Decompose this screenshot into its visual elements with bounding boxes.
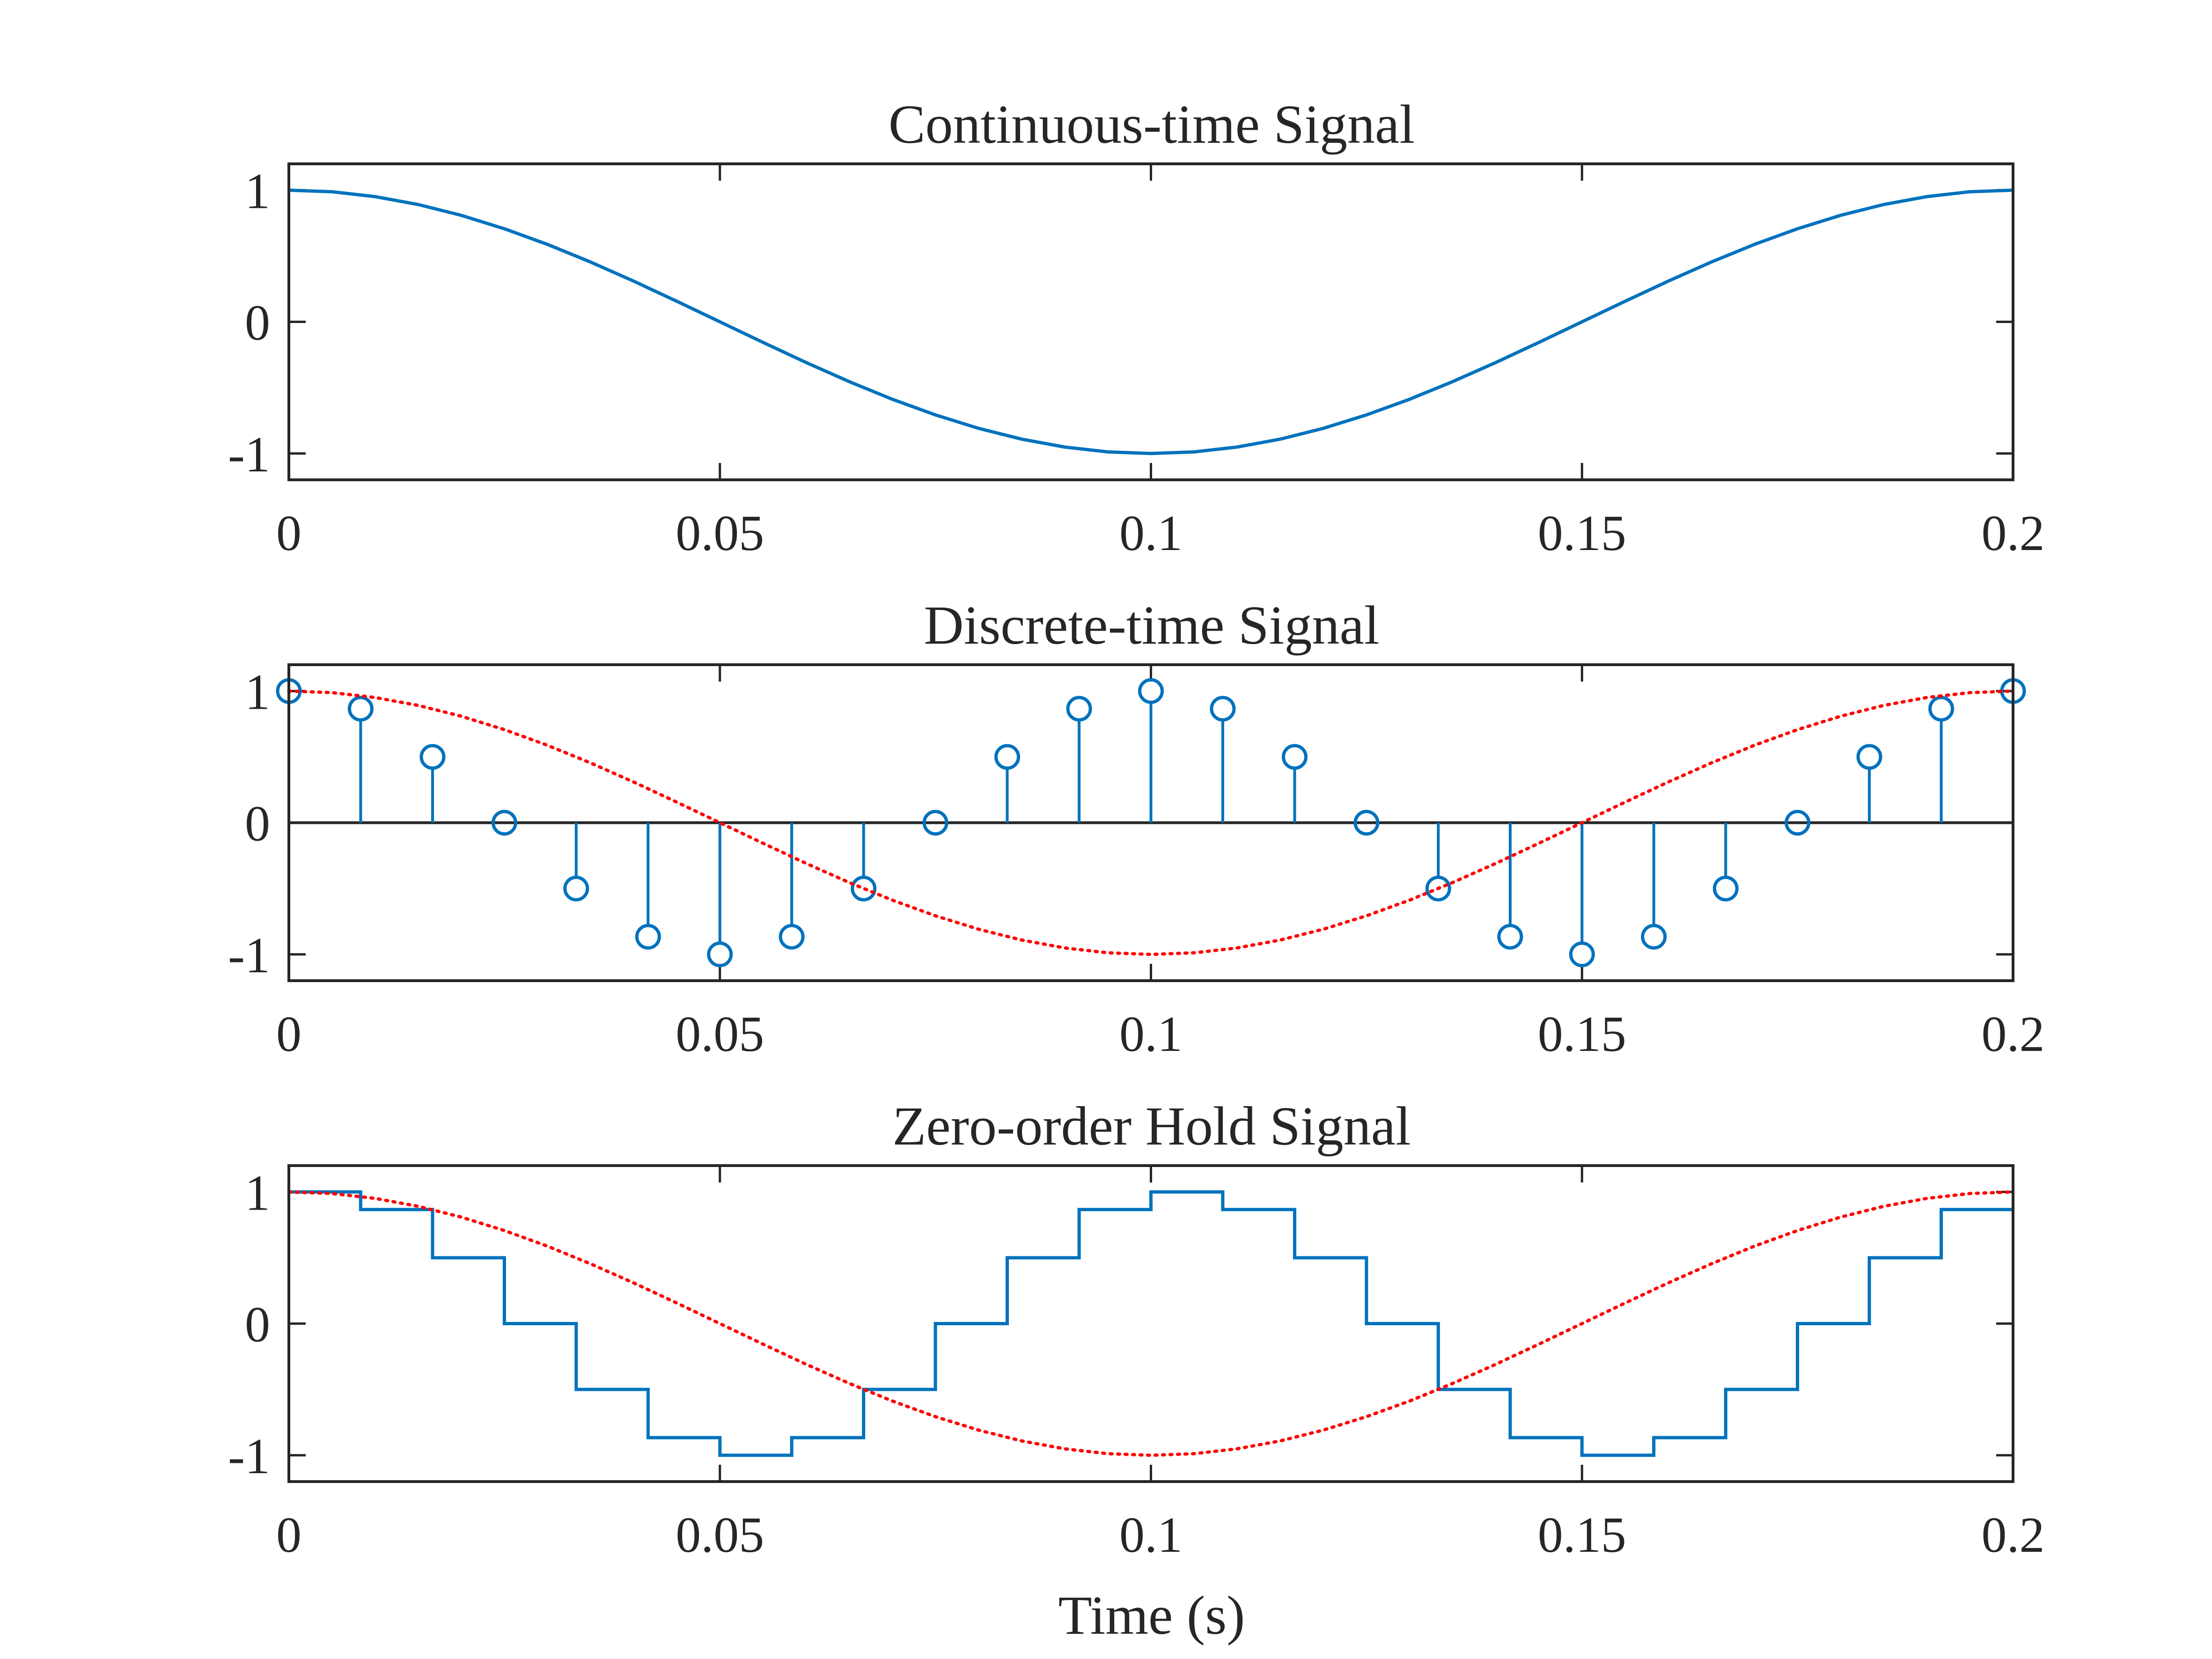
x-tick-label: 0.15 — [1538, 506, 1626, 561]
axes: 0 0.05 0.1 0.15 0.2-101 — [228, 163, 2044, 561]
axes-box — [287, 162, 2014, 481]
plot-area — [288, 188, 2014, 455]
axes-box — [287, 1164, 2014, 1483]
stem-marker — [779, 924, 805, 950]
stem-marker — [1497, 924, 1523, 950]
reference-cosine-line — [287, 689, 2015, 956]
signal-line — [288, 188, 2014, 455]
y-tick-label: -1 — [228, 928, 270, 984]
stem-marker — [994, 744, 1021, 770]
y-tick-label: -1 — [228, 427, 270, 483]
stem-marker — [347, 696, 374, 722]
x-tick-label: 0.1 — [1119, 506, 1183, 561]
stem-marker — [1641, 924, 1667, 950]
stem-marker — [1569, 941, 1595, 968]
x-tick-label: 0.2 — [1982, 1006, 2045, 1062]
axes: 0 0.05 0.1 0.15 0.2-101 — [228, 664, 2044, 1062]
stem-marker — [1066, 696, 1092, 722]
y-tick-label: 0 — [245, 295, 270, 351]
stem-marker — [1210, 696, 1236, 722]
x-tick-label: 0.2 — [1982, 506, 2045, 561]
x-tick-label: 0 — [276, 1507, 301, 1563]
stem-marker — [1425, 875, 1451, 902]
axes-box — [287, 663, 2014, 982]
plot-area — [287, 1190, 2015, 1457]
axes-frame — [287, 162, 2014, 481]
stem-marker — [563, 875, 589, 902]
reference-cosine-line — [287, 1190, 2015, 1457]
y-tick-label: 1 — [245, 1165, 270, 1221]
x-tick-label: 0.15 — [1538, 1507, 1626, 1563]
subplot-continuous: Continuous-time Signal 0 0.05 0.1 0.15 0.2 -1… — [228, 94, 2044, 561]
y-tick-label: 0 — [245, 796, 270, 852]
x-tick-label: 0.15 — [1538, 1006, 1626, 1062]
stem-marker — [1712, 875, 1739, 902]
stem-marker — [1785, 810, 1811, 836]
x-tick-label: 0 — [276, 506, 301, 561]
subplot-title: Zero-order Hold Signal — [892, 1095, 1411, 1157]
stem-marker — [922, 810, 948, 836]
subplot-title: Continuous-time Signal — [889, 94, 1415, 155]
x-tick-label: 0.2 — [1982, 1507, 2045, 1563]
y-tick-label: 1 — [245, 163, 270, 219]
y-tick-label: 1 — [245, 664, 270, 720]
stem-marker — [851, 875, 877, 902]
stem-marker — [1281, 744, 1308, 770]
x-tick-label: 0.05 — [676, 1507, 764, 1563]
y-tick-label: -1 — [228, 1429, 270, 1484]
subplot-discrete: Discrete-time Signal 0 0.05 0.1 0.15 0.2-101 — [228, 595, 2044, 1062]
stem-marker — [419, 744, 446, 770]
x-tick-label: 0.1 — [1119, 1507, 1183, 1563]
x-tick-label: 0.05 — [676, 1006, 764, 1062]
subplot-title: Discrete-time Signal — [924, 595, 1379, 656]
x-tick-label: 0.05 — [676, 506, 764, 561]
axes-frame — [287, 663, 2014, 982]
subplot-zoh: Zero-order Hold Signal 0 0.05 0.1 0.15 0.2 -1… — [228, 1095, 2044, 1646]
stem-marker — [1138, 678, 1164, 704]
stem-marker — [707, 941, 733, 968]
y-tick-label: 0 — [245, 1297, 270, 1353]
zoh-step-line — [289, 1190, 2013, 1457]
stem-marker — [491, 810, 517, 836]
x-tick-label: 0 — [276, 1006, 301, 1062]
axes: 0 0.05 0.1 0.15 0.2-101 — [228, 1165, 2044, 1563]
stem-marker — [1353, 810, 1380, 836]
axes-frame — [287, 1164, 2014, 1483]
stem-marker — [635, 924, 661, 950]
x-tick-label: 0.1 — [1119, 1006, 1183, 1062]
x-axis-label: Time (s) — [1058, 1585, 1245, 1646]
stem-marker — [1856, 744, 1882, 770]
